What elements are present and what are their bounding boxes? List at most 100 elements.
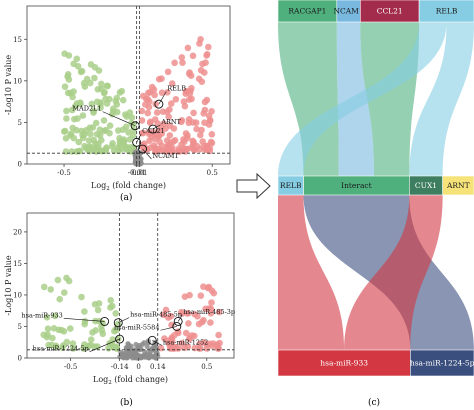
scatter-point-down — [126, 136, 134, 143]
scatter-point-up — [202, 305, 209, 313]
annotation-label: hsa-miR-5584 — [114, 323, 159, 331]
scatter-point-up — [154, 120, 161, 127]
x-tick-label: 0 — [136, 363, 140, 371]
scatter-point-down — [78, 67, 86, 75]
sankey-link — [409, 22, 474, 176]
annotation-leader — [63, 317, 105, 322]
annotation-leader — [152, 124, 161, 130]
scatter-point-up — [158, 89, 166, 96]
scatter-point-up — [197, 292, 205, 299]
scatter-point-up — [178, 117, 186, 124]
scatter-point-down — [89, 329, 96, 336]
scatter-point-up — [188, 332, 196, 339]
scatter-point-ns — [120, 352, 126, 358]
highlight-marker — [138, 144, 148, 154]
scatter-point-down — [40, 283, 48, 291]
annotation-label: ARNT — [160, 118, 181, 126]
scatter-point-down — [77, 99, 84, 106]
scatter-point-up — [184, 44, 192, 52]
annotation-label: hsa-miR-485-3p — [183, 308, 235, 316]
scatter-point-down — [95, 67, 103, 74]
scatter-point-up — [168, 335, 175, 343]
scatter-point-down — [103, 82, 111, 90]
scatter-point-up — [183, 310, 191, 317]
annotation-leader — [118, 317, 130, 323]
scatter-point-up — [199, 60, 206, 68]
x-tick-label: -0.01 — [128, 169, 146, 177]
scatter-point-up — [162, 306, 170, 314]
sankey-node-label: CCL21 — [377, 7, 403, 16]
sankey-node-label: RELB — [280, 181, 302, 190]
scatter-point-down — [40, 331, 47, 339]
scatter-point-up — [145, 89, 152, 97]
scatter-point-down — [82, 127, 90, 134]
scatter-point-up — [172, 96, 180, 103]
scatter-point-up — [203, 146, 210, 153]
scatter-point-up — [139, 129, 147, 137]
scatter-point-up — [175, 145, 183, 152]
scatter-point-down — [64, 89, 72, 97]
scatter-point-down — [44, 325, 52, 332]
x-tick-label: -0.14 — [111, 363, 129, 371]
scatter-point-down — [91, 301, 99, 308]
panel-label-c: (c) — [368, 398, 381, 408]
scatter-point-up — [190, 109, 197, 117]
scatter-point-down — [119, 126, 127, 133]
volcano-plot-b: hsa-miR-933 hsa-miR-485-5p hsa-miR-485-3p h… — [4, 212, 235, 386]
scatter-point-down — [125, 129, 132, 136]
scatter-point-up — [201, 119, 208, 126]
annotation-label: hsa-miR-933 — [21, 311, 62, 319]
scatter-point-up — [203, 341, 210, 348]
sankey-link — [278, 22, 447, 176]
scatter-point-down — [88, 100, 96, 108]
scatter-point-down — [93, 130, 101, 138]
scatter-point-up — [144, 109, 152, 117]
scatter-point-up — [206, 117, 214, 124]
x-tick-label: 0.5 — [207, 169, 218, 177]
scatter-point-up — [170, 138, 177, 145]
annotation-leader — [160, 326, 177, 331]
annotation-leader — [142, 148, 152, 160]
sankey-diagram: RACGAP1 NCAM1 CCL21 RELB RELB Interact CUX1 ARN… — [278, 0, 474, 377]
scatter-point-up — [198, 126, 205, 134]
scatter-point-down — [43, 314, 51, 321]
scatter-point-down — [107, 297, 114, 304]
highlight-marker — [130, 121, 140, 131]
scatter-point-up — [186, 70, 193, 78]
scatter-point-up — [179, 59, 186, 66]
scatter-point-up — [200, 283, 207, 290]
sankey-node-label: ARNT — [446, 181, 470, 190]
x-axis-label: Log2 (fold change) — [93, 375, 168, 386]
highlight-marker — [100, 316, 110, 326]
scatter-point-up — [165, 314, 172, 321]
scatter-point-down — [45, 341, 52, 349]
scatter-point-down — [112, 310, 119, 317]
scatter-point-down — [81, 308, 88, 315]
scatter-point-up — [185, 116, 193, 123]
scatter-point-down — [81, 341, 88, 348]
scatter-point-down — [87, 336, 95, 343]
y-tick-label: 15 — [13, 260, 22, 268]
scatter-point-down — [56, 295, 63, 303]
scatter-point-up — [196, 146, 204, 153]
scatter-point-up — [146, 137, 153, 144]
y-tick-label: 5 — [18, 119, 22, 127]
sankey-node-label: hsa-miR-1224-5p — [410, 359, 474, 368]
scatter-point-down — [54, 276, 62, 284]
scatter-point-down — [90, 107, 97, 115]
sankey-node-label: RACGAP1 — [288, 7, 326, 16]
scatter-point-ns — [133, 341, 139, 348]
scatter-point-down — [69, 340, 77, 347]
scatter-point-up — [208, 299, 215, 306]
scatter-point-down — [61, 289, 68, 296]
scatter-point-down — [106, 122, 114, 129]
scatter-point-ns — [138, 346, 144, 352]
scatter-point-ns — [133, 355, 139, 361]
scatter-point-up — [179, 310, 186, 317]
scatter-point-up — [158, 75, 165, 82]
annotation-leader — [102, 111, 136, 127]
scatter-point-down — [61, 50, 68, 57]
scatter-point-down — [67, 325, 74, 332]
scatter-point-up — [170, 125, 178, 132]
scatter-point-up — [215, 308, 223, 316]
